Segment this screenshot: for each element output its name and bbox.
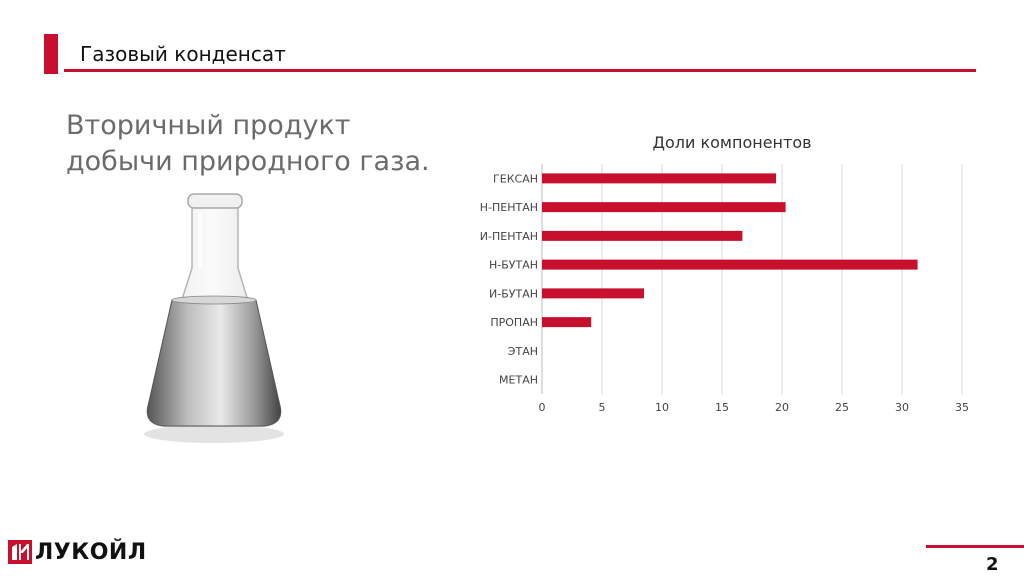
bar-3	[542, 230, 743, 241]
y-category-label: МЕТАН	[499, 374, 538, 387]
bar-5	[542, 288, 644, 299]
component-share-chart: Доли компонентов 0 5 10 15 20 25 30 35 ГЕКСАН Н-ПЕ…	[480, 133, 969, 414]
page-number: 2	[986, 554, 999, 575]
x-tick-label: 35	[955, 401, 969, 414]
chart-title: Доли компонентов	[652, 133, 811, 152]
erlenmeyer-flask-icon	[144, 193, 284, 443]
bar-4	[542, 259, 918, 270]
bar-6	[542, 317, 592, 328]
y-category-label: ПРОПАН	[490, 316, 538, 329]
bar-1	[542, 173, 776, 184]
brand-name: ЛУКОЙЛ	[35, 539, 147, 565]
title-divider	[64, 69, 976, 72]
header-accent-block	[44, 34, 58, 74]
page-title: Газовый конденсат	[80, 42, 286, 66]
x-tick-label: 15	[715, 401, 729, 414]
bar-2	[542, 202, 786, 213]
y-category-label: И-БУТАН	[489, 287, 538, 300]
x-tick-label: 25	[835, 401, 849, 414]
x-tick-label: 5	[599, 401, 606, 414]
lukoil-logo: ЛУКОЙЛ	[8, 539, 147, 565]
x-tick-label: 0	[539, 401, 546, 414]
x-tick-label: 10	[655, 401, 669, 414]
footer-divider	[926, 545, 1024, 548]
y-category-label: Н-БУТАН	[489, 259, 538, 272]
y-category-label: ЭТАН	[508, 345, 538, 358]
lukoil-logo-icon	[8, 540, 32, 564]
y-category-label: И-ПЕНТАН	[480, 230, 538, 243]
y-category-label: ГЕКСАН	[493, 172, 538, 185]
x-tick-label: 20	[775, 401, 789, 414]
subtitle-text: Вторичный продукт добычи природного газа…	[66, 110, 430, 177]
x-tick-label: 30	[895, 401, 909, 414]
y-category-label: Н-ПЕНТАН	[480, 201, 538, 214]
